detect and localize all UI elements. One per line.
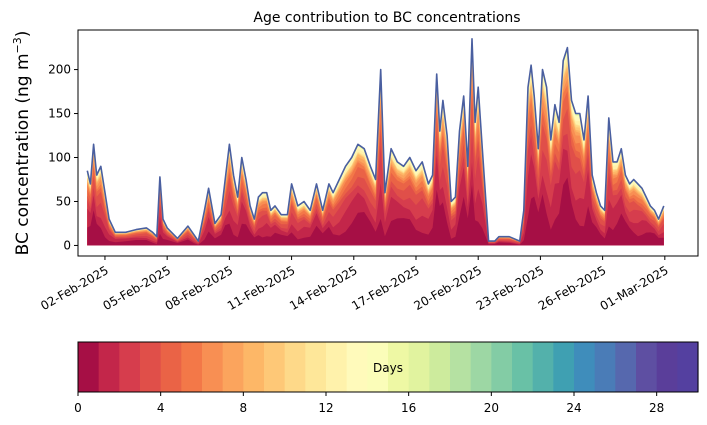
- colorbar-cell: [264, 342, 286, 392]
- y-axis-label-close: ): [13, 31, 33, 38]
- colorbar: Days 0 4 8 12 16 20 24 28: [74, 341, 699, 415]
- y-axis-label-text: BC concentration (ng m: [13, 53, 33, 255]
- colorbar-cell: [284, 342, 306, 392]
- colorbar-tick-label: 8: [240, 401, 248, 415]
- colorbar-cell: [367, 342, 389, 392]
- colorbar-cell: [656, 342, 678, 392]
- colorbar-cell: [574, 342, 596, 392]
- colorbar-cell: [222, 342, 244, 392]
- x-tick-label: 02-Feb-2025: [38, 263, 111, 313]
- colorbar-cell: [636, 342, 658, 392]
- colorbar-cell: [553, 342, 575, 392]
- colorbar-tick-label: 16: [401, 401, 416, 415]
- total-line-group: [86, 38, 665, 242]
- y-tick-label: 200: [48, 63, 71, 77]
- colorbar-cell: [450, 342, 472, 392]
- colorbar-tick-label: 24: [566, 401, 581, 415]
- plot-frame: [77, 29, 699, 257]
- colorbar-tick-label: 20: [484, 401, 499, 415]
- colorbar-cell: [470, 342, 492, 392]
- y-tick-label: 100: [48, 151, 71, 165]
- colorbar-tick-label: 28: [649, 401, 664, 415]
- age-stack-layers: [87, 38, 664, 246]
- colorbar-tick-label: 4: [157, 401, 165, 415]
- age-layer-1: [87, 148, 664, 246]
- colorbar-tick-label: 12: [318, 401, 333, 415]
- total-bc-line: [86, 38, 665, 242]
- y-tick-label: 150: [48, 107, 71, 121]
- colorbar-cell: [677, 342, 699, 392]
- colorbar-cells: [78, 342, 699, 392]
- colorbar-cell: [429, 342, 451, 392]
- chart-title: Age contribution to BC concentrations: [253, 10, 520, 26]
- x-tick-label: 17-Feb-2025: [349, 263, 422, 313]
- colorbar-cell: [346, 342, 368, 392]
- colorbar-cell: [160, 342, 182, 392]
- colorbar-cell: [532, 342, 554, 392]
- colorbar-cell: [491, 342, 513, 392]
- y-axis: 0 50 100 150 200: [48, 63, 78, 252]
- colorbar-cell: [78, 342, 100, 392]
- x-tick-label: 26-Feb-2025: [536, 263, 609, 313]
- colorbar-tick-label: 0: [74, 401, 82, 415]
- colorbar-cell: [140, 342, 162, 392]
- colorbar-cell: [326, 342, 348, 392]
- x-tick-label: 14-Feb-2025: [287, 263, 360, 313]
- colorbar-cell: [388, 342, 410, 392]
- colorbar-cell: [243, 342, 265, 392]
- colorbar-cell: [181, 342, 203, 392]
- colorbar-cell: [119, 342, 141, 392]
- x-tick-label: 20-Feb-2025: [412, 263, 485, 313]
- colorbar-label: Days: [373, 361, 403, 375]
- y-tick-label: 50: [56, 194, 71, 208]
- colorbar-cell: [615, 342, 637, 392]
- colorbar-cell: [408, 342, 430, 392]
- x-tick-label: 23-Feb-2025: [474, 263, 547, 313]
- x-tick-label: 05-Feb-2025: [100, 263, 173, 313]
- x-tick-label: 08-Feb-2025: [163, 263, 236, 313]
- plot-area: [77, 29, 699, 257]
- x-axis: 02-Feb-202505-Feb-202508-Feb-202511-Feb-…: [38, 256, 671, 313]
- colorbar-cell: [98, 342, 120, 392]
- y-tick-label: 0: [63, 238, 71, 252]
- colorbar-cell: [305, 342, 327, 392]
- colorbar-cell: [202, 342, 224, 392]
- x-tick-label: 01-Mar-2025: [598, 263, 671, 313]
- colorbar-cell: [512, 342, 534, 392]
- x-tick-label: 11-Feb-2025: [225, 263, 298, 313]
- y-axis-label-superscript: −3: [11, 37, 24, 53]
- colorbar-cell: [594, 342, 616, 392]
- colorbar-ticks: 0 4 8 12 16 20 24 28: [74, 392, 664, 415]
- y-axis-label: BC concentration (ng m−3): [11, 31, 33, 256]
- age-layer-0: [87, 177, 664, 246]
- colorbar-frame: [77, 341, 699, 393]
